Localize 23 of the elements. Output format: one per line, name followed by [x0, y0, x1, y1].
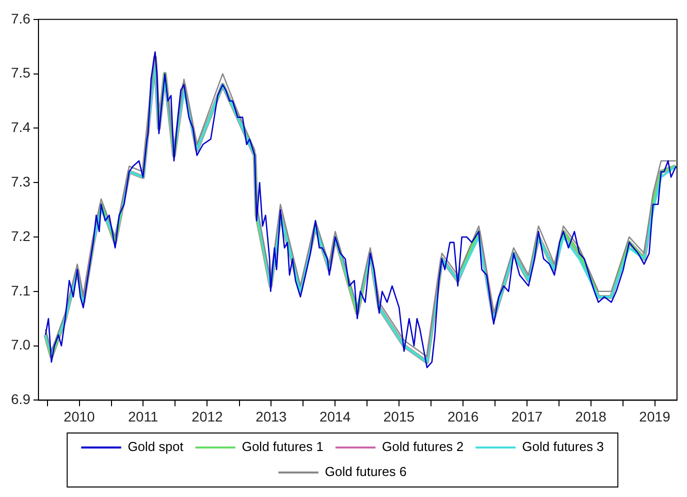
y-tick-label: 7.4	[10, 119, 31, 136]
x-tick-label: 2019	[639, 408, 671, 424]
y-tick-label: 7.3	[10, 173, 31, 190]
x-tick-label: 2011	[128, 408, 158, 424]
y-tick-label: 7.2	[10, 228, 31, 244]
x-tick-label: 2014	[319, 408, 351, 424]
x-tick-label: 2017	[511, 408, 543, 424]
legend-label: Gold futures 2	[382, 439, 464, 454]
legend-label: Gold spot	[128, 439, 184, 454]
x-tick-label: 2018	[575, 408, 607, 424]
y-tick-label: 7.1	[10, 282, 31, 298]
legend-label: Gold futures 6	[324, 464, 407, 480]
x-tick-label: 2012	[192, 408, 224, 424]
y-tick-label: 7.6	[10, 10, 31, 26]
y-tick-label: 7.5	[10, 64, 31, 81]
legend-label: Gold futures 1	[242, 439, 324, 454]
y-tick-label: 7.0	[10, 336, 31, 353]
x-tick-label: 2015	[383, 408, 415, 424]
x-tick-label: 2013	[256, 408, 287, 424]
x-tick-label: 2016	[447, 408, 479, 424]
x-tick-label: 2010	[64, 408, 96, 424]
legend-label: Gold futures 3	[522, 439, 604, 454]
y-tick-label: 6.9	[10, 391, 31, 408]
